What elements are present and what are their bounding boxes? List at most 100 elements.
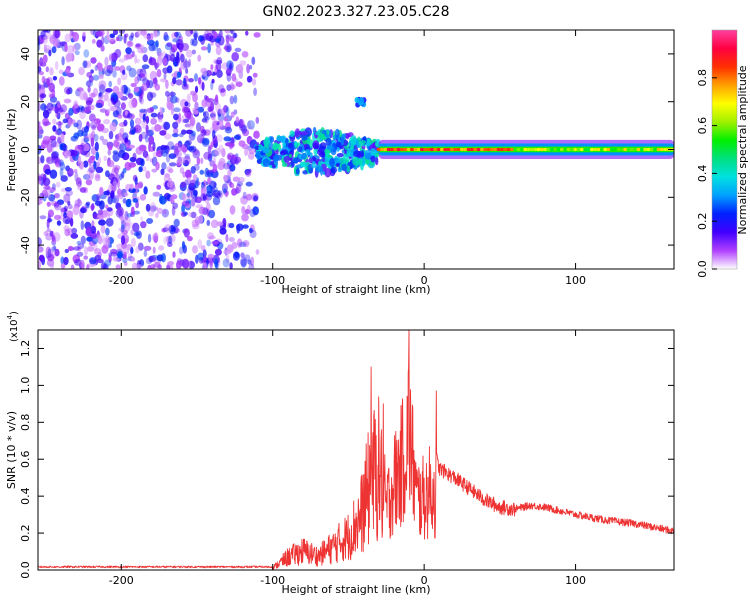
spectrogram-noise-cell (97, 236, 103, 245)
spectrogram-noise-cell (155, 40, 159, 48)
spectrogram-noise-cell (229, 36, 235, 43)
spectrogram-burst-cell (283, 155, 291, 163)
spectrogram-noise-cell (67, 204, 73, 210)
colorbar-tick-label: 0.2 (696, 212, 709, 230)
spectrogram-noise-cell (190, 179, 196, 186)
spectrogram-noise-cell (216, 69, 223, 79)
spectrogram-band-cell (503, 147, 508, 152)
spectrogram-noise-cell (99, 186, 104, 196)
spectrogram-burst-cell (309, 152, 313, 159)
spectrogram-noise-cell (146, 218, 154, 224)
spectrogram-noise-cell (153, 30, 158, 38)
spectrogram-noise-cell (169, 91, 176, 97)
spectrogram-noise-cell (193, 109, 199, 115)
x-tick-label: 0 (421, 574, 428, 587)
spectrogram-noise-cell (66, 52, 73, 62)
spectrogram-noise-cell (168, 162, 177, 167)
spectrogram-noise-cell (38, 88, 46, 96)
spectrogram-band-cell (380, 147, 384, 152)
spectrogram-noise-cell (140, 221, 147, 229)
spectrogram-noise-cell (236, 238, 243, 248)
spectrogram-noise-cell (105, 88, 113, 93)
spectrogram-noise-cell (112, 152, 120, 162)
spectrogram-noise-cell (139, 108, 146, 113)
spectrogram-noise-cell (38, 260, 42, 269)
spectrogram-noise-cell (209, 144, 213, 150)
spectrogram-noise-cell (212, 156, 217, 167)
spectrogram-noise-cell (119, 143, 127, 152)
spectrogram-noise-cell (154, 83, 161, 91)
svg-text:(x104): (x104) (6, 311, 20, 342)
spectrogram-noise-cell (172, 76, 177, 85)
spectrogram-noise-cell (123, 192, 129, 197)
spectrogram-noise-cell (128, 187, 136, 193)
spectrogram-noise-cell (202, 249, 207, 258)
spectrogram-noise-cell (240, 257, 248, 267)
spectrogram-noise-cell (169, 46, 176, 57)
spectrogram-noise-cell (152, 191, 161, 197)
spectrogram-noise-cell (140, 30, 148, 35)
spectrogram-noise-cell (105, 227, 110, 236)
spectrogram-noise-cell (147, 233, 152, 243)
spectrogram-noise-cell (187, 176, 192, 183)
y-tick-label: 0.8 (19, 414, 32, 432)
spectrogram-burst-cell (319, 142, 327, 150)
spectrogram-noise-cell (145, 170, 151, 179)
spectrogram-noise-cell (165, 90, 170, 97)
spectrogram-burst-cell (320, 165, 323, 176)
spectrogram-band-cell (649, 147, 654, 152)
spectrogram-noise-cell (120, 71, 128, 81)
spectrogram-noise-cell (143, 249, 148, 257)
spectrogram-noise-cell (109, 33, 116, 39)
spectrogram-noise-cell (166, 42, 173, 47)
spectrogram-noise-cell (210, 111, 217, 120)
spectrogram-noise-cell (172, 133, 179, 138)
spectrogram-band-cell (460, 147, 464, 152)
spectrogram-noise-cell (116, 132, 123, 142)
spectrogram-noise-cell (72, 32, 80, 42)
spectrogram-noise-cell (148, 255, 156, 262)
spectrogram-noise-cell (114, 167, 119, 175)
spectrogram-noise-cell (70, 233, 79, 239)
spectrogram-noise-cell (150, 118, 158, 125)
spectrogram-noise-cell (103, 155, 107, 162)
spectrogram-noise-cell (95, 166, 104, 173)
spectrogram-noise-cell (137, 47, 144, 54)
spectrogram-noise-cell (122, 198, 127, 204)
spectrogram-band-cell (376, 147, 381, 152)
spectrogram-noise-cell (184, 123, 192, 128)
spectrogram-band-cell (520, 147, 524, 152)
spectrogram-band-cell (486, 147, 491, 152)
spectrogram-noise-cell (86, 80, 91, 88)
spectrogram-noise-cell (202, 33, 210, 41)
spectrogram-noise-cell (145, 203, 151, 212)
spectrogram-noise-cell (210, 64, 214, 70)
spectrogram-noise-cell (99, 84, 106, 94)
spectrogram-noise-cell (150, 264, 156, 269)
spectrogram-noise-cell (40, 30, 46, 38)
snr-frame (37, 329, 675, 571)
spectrogram-band-cell (586, 147, 591, 152)
spectrogram-noise-cell (245, 181, 253, 187)
y-tick-label: 0.0 (19, 561, 32, 579)
spectrogram-noise-cell (163, 236, 169, 245)
spectrogram-noise-cell (40, 93, 47, 99)
spectrogram-noise-cell (156, 56, 163, 66)
spectrogram-noise-cell (249, 125, 254, 131)
spectrogram-band-cell (430, 147, 434, 152)
x-tick-label: -200 (109, 574, 134, 587)
spectrogram-noise-cell (88, 92, 97, 98)
spectrogram-noise-cell (139, 97, 144, 105)
spectrogram-noise-cell (188, 132, 196, 141)
spectrogram-noise-cell (100, 262, 107, 269)
spectrogram-noise-cell (225, 35, 230, 44)
spectrogram-band-cell (623, 147, 628, 152)
spectrogram-noise-cell (192, 30, 199, 39)
spectrogram-noise-cell (124, 210, 129, 221)
spectrogram-noise-cell (172, 202, 179, 209)
spectrogram-noise-cell (167, 241, 173, 247)
spectrogram-burst-cell (315, 131, 321, 136)
spectrogram-noise-cell (231, 52, 239, 62)
spectrogram-noise-cell (171, 108, 174, 116)
spectrogram-noise-cell (203, 151, 211, 160)
